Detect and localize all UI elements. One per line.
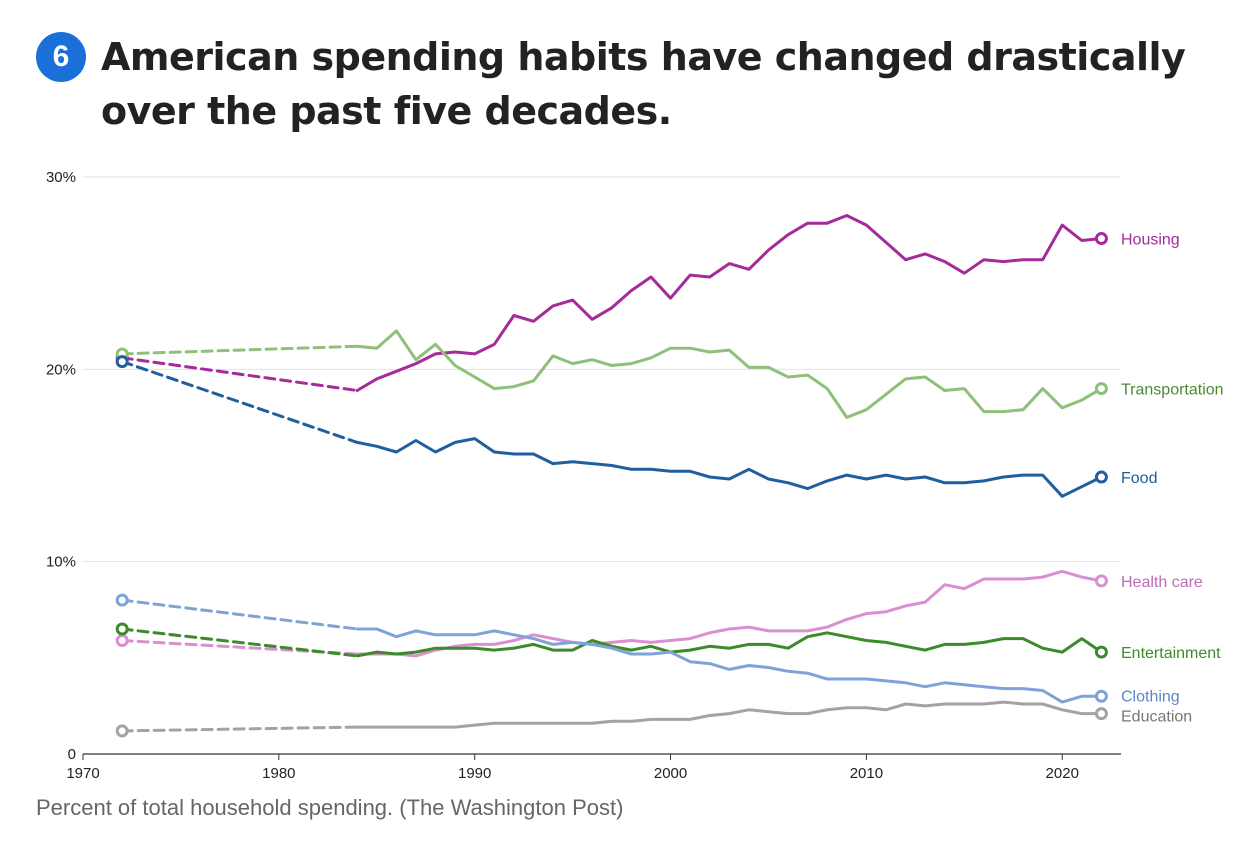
entertainment-end-point [1094,645,1108,659]
transportation-end-point [1094,382,1108,396]
food-start-point [115,355,129,369]
education-legend-label: Education [1121,709,1192,726]
food-line [355,437,1103,498]
entertainment-dashed-line [120,627,359,658]
health-care-end-point [1094,574,1108,588]
health-care-legend-label: Health care [1121,574,1203,591]
entertainment-legend-label: Entertainment [1121,645,1221,662]
x-tick-label: 2020 [1046,765,1079,782]
entertainment-line [355,631,1103,658]
transportation-line [355,329,1103,419]
x-tick-label: 2010 [850,765,883,782]
health-care-line [355,569,1103,658]
x-tick-label: 2000 [654,765,687,782]
y-tick-label: 20% [46,361,76,378]
clothing-end-point [1094,689,1108,703]
clothing-line [355,627,1103,704]
food-dashed-line [120,360,359,444]
y-tick-label: 0 [68,746,76,763]
housing-end-point [1094,232,1108,246]
x-tick-label: 1990 [458,765,491,782]
education-end-point [1094,707,1108,721]
entertainment-start-point [115,622,129,636]
education-dashed-line [120,725,359,733]
x-tick-label: 1970 [66,765,99,782]
y-tick-label: 30% [46,169,76,186]
health-care-start-point [115,634,129,648]
transportation-legend-label: Transportation [1121,382,1224,399]
clothing-legend-label: Clothing [1121,688,1180,705]
chart-number-badge: 6 [36,32,86,82]
food-end-point [1094,470,1108,484]
education-line [355,700,1103,729]
housing-legend-label: Housing [1121,232,1180,249]
chart-title: American spending habits have changed dr… [101,35,1186,133]
clothing-dashed-line [120,598,359,631]
housing-dashed-line [120,356,359,392]
transportation-dashed-line [120,344,359,356]
clothing-start-point [115,593,129,607]
chart-caption: Percent of total household spending. (Th… [36,795,624,820]
housing-line [355,214,1103,392]
x-tick-label: 1980 [262,765,295,782]
education-start-point [115,724,129,738]
y-tick-label: 10% [46,554,76,571]
food-legend-label: Food [1121,470,1157,487]
